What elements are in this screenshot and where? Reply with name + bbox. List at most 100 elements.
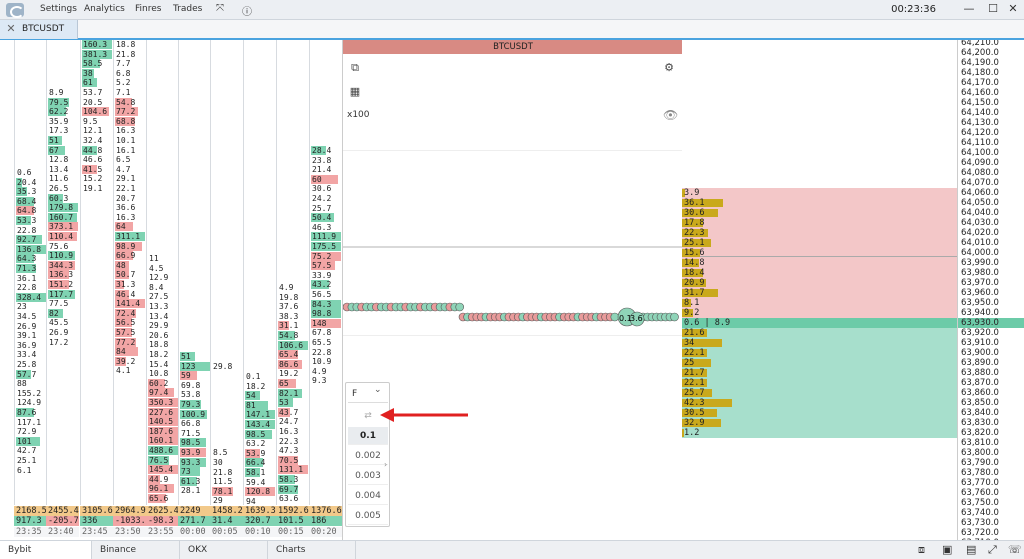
tick-mode-select[interactable]: F: [348, 385, 388, 403]
price-label: 63,760.0: [961, 488, 999, 498]
cluster-volume-total: 2964.9: [113, 506, 146, 516]
phone-icon[interactable]: ☏: [1008, 543, 1022, 556]
cluster-cell: 0.6: [17, 168, 32, 177]
cluster-cell: 72.4: [115, 308, 136, 318]
cluster-cell: 67.8: [312, 328, 332, 338]
tick-option-2[interactable]: 0.003: [348, 467, 388, 485]
chevron-right-icon[interactable]: ›: [384, 460, 388, 469]
cluster-volume-total: 1639.3: [243, 506, 276, 516]
price-label: 64,170.0: [961, 78, 999, 88]
cluster-cell: 344.3: [48, 260, 75, 270]
maximize-icon[interactable]: ☐: [988, 2, 998, 15]
layout-icon[interactable]: ▣: [942, 543, 953, 556]
cluster-cell: 56.5: [115, 318, 136, 328]
cluster-cell: 25.7: [312, 203, 332, 213]
cluster-cell: 98.8: [311, 309, 341, 319]
chart-area[interactable]: BTCUSDT ⧉ ▦ ⚙ x100 👁 0.1 3.6: [342, 40, 682, 540]
close-icon[interactable]: ✕: [1008, 2, 1018, 15]
menu-analytics[interactable]: Analytics: [84, 4, 125, 14]
cluster-cell: 136.3: [48, 270, 74, 280]
price-label: 63,850.0: [961, 398, 999, 408]
cluster-cell: 30.6: [312, 184, 332, 194]
tick-option-1[interactable]: 0.002: [348, 447, 388, 465]
ask-zone: [682, 188, 957, 318]
cluster-cell: 124.9: [17, 398, 42, 408]
clock: 00:23:36: [891, 4, 936, 15]
cluster-cell: 61.3: [180, 476, 201, 486]
bottom-tab-okx[interactable]: OKX: [180, 541, 268, 559]
price-label: 63,750.0: [961, 498, 999, 508]
tab-btcusdt[interactable]: ✕ BTCUSDT: [0, 20, 78, 39]
menu-finres[interactable]: Finres: [135, 4, 162, 14]
chart-add-icon[interactable]: ⧉: [351, 61, 359, 74]
trade-bubbles: 0.13.6: [343, 302, 679, 327]
cluster-cell: 64.8: [16, 206, 37, 216]
cluster-cell: 11.6: [49, 174, 69, 184]
cluster-cell: 39.1: [17, 331, 37, 341]
cluster-cell: 30: [213, 458, 223, 467]
cluster-delta-total: 336: [80, 516, 113, 526]
cluster-time-label: 23:40: [46, 527, 79, 537]
screenshot-icon[interactable]: ⧈: [918, 543, 925, 556]
cluster-cell: 31.3: [115, 280, 136, 289]
cluster-delta-total: -1033.: [113, 516, 146, 526]
price-label: 64,060.0: [961, 188, 999, 198]
bottom-tab-binance[interactable]: Binance: [92, 541, 180, 559]
cluster-cell: 4.5: [149, 263, 164, 273]
fullscreen-icon[interactable]: ⤢: [988, 543, 997, 556]
bid-level: 21.7: [682, 368, 707, 378]
cluster-cell: 60.2: [148, 378, 169, 388]
cluster-delta-total: 917.3: [14, 516, 47, 526]
bottom-tab-charts[interactable]: Charts: [268, 541, 356, 559]
cluster-cell: 19.2: [279, 369, 299, 379]
cluster-cell: 46.4: [115, 289, 136, 299]
ask-level: 15.6: [682, 248, 705, 258]
tick-option-4[interactable]: 0.005: [348, 507, 388, 525]
cluster-cell: 36.1: [17, 273, 37, 283]
price-label: 64,210.0: [961, 40, 999, 48]
chart-calc-icon[interactable]: ▦: [349, 85, 361, 98]
cluster-cell: 57.5: [311, 261, 335, 271]
cluster-cell: 81: [245, 400, 268, 410]
cluster-cell: 111.9: [311, 232, 341, 242]
chevron-down-icon[interactable]: ⌄: [374, 385, 382, 395]
cluster-cell: 79.5: [48, 97, 69, 107]
cluster-cell: 31.1: [278, 321, 299, 331]
column-separator: [309, 40, 310, 505]
cluster-cell: 36.9: [17, 340, 37, 350]
cluster-cell: 179.8: [48, 203, 78, 213]
cluster-time-label: 00:15: [276, 527, 309, 537]
minimize-icon[interactable]: —: [963, 2, 975, 15]
cluster-cell: 18.2: [149, 350, 169, 359]
bubble-label: 3.6: [630, 314, 643, 323]
ask-level: 25.1: [682, 238, 711, 248]
cluster-cell: 13.3: [149, 302, 169, 311]
tick-option-3[interactable]: 0.004: [348, 487, 388, 505]
bid-zone: [682, 328, 957, 438]
swap-icon[interactable]: ⇄: [364, 411, 372, 421]
cluster-cell: 64: [115, 222, 133, 232]
cluster-cell: 69.7: [278, 484, 299, 494]
cluster-cell: 8.4: [149, 282, 164, 292]
bottom-tab-bybit[interactable]: Bybit: [0, 541, 92, 559]
cluster-cell: 26.9: [17, 321, 37, 331]
tab-close-icon[interactable]: ✕: [6, 22, 16, 35]
cluster-cell: 39.2: [115, 356, 136, 366]
cluster-cell: 22.3: [279, 436, 299, 446]
gear-icon[interactable]: ⚙: [664, 61, 674, 74]
eye-icon[interactable]: 👁: [663, 108, 679, 122]
cluster-cell: 29: [213, 496, 223, 506]
grid-icon[interactable]: ▤: [966, 543, 977, 556]
pin-off-icon[interactable]: ⤧: [216, 3, 224, 14]
cluster-cell: 141.4: [115, 299, 145, 309]
cluster-cell: 77.2: [115, 337, 136, 347]
cluster-time-label: 23:50: [113, 527, 146, 537]
tick-option-0[interactable]: 0.1: [348, 427, 388, 445]
cluster-cell: 72.9: [17, 427, 37, 437]
menu-settings[interactable]: Settings: [40, 4, 77, 14]
cluster-volume-total: 1592.6: [276, 506, 309, 516]
help-icon[interactable]: ⓘ: [242, 7, 252, 18]
menu-trades[interactable]: Trades: [173, 4, 203, 14]
current-price-row: [682, 318, 957, 328]
